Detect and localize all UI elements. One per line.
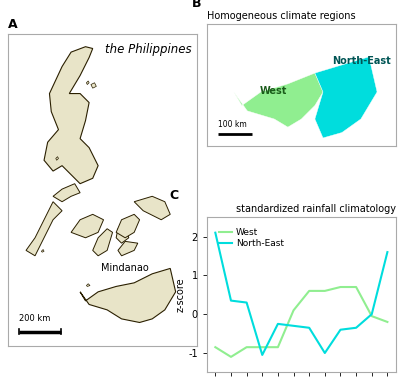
Polygon shape — [80, 268, 176, 323]
Text: A: A — [8, 18, 18, 31]
North-East — [213, 230, 218, 235]
Polygon shape — [53, 184, 80, 202]
Text: 200 km: 200 km — [19, 314, 51, 323]
North-East — [228, 298, 233, 303]
North-East — [322, 351, 327, 355]
Line: North-East: North-East — [215, 233, 387, 355]
North-East — [244, 300, 249, 305]
West — [385, 320, 390, 324]
North-East — [276, 321, 280, 326]
Polygon shape — [234, 73, 323, 127]
Y-axis label: z-score: z-score — [175, 277, 185, 312]
Polygon shape — [41, 250, 44, 252]
West — [228, 355, 233, 359]
Polygon shape — [116, 214, 140, 238]
West — [276, 345, 280, 350]
Polygon shape — [71, 214, 104, 238]
Polygon shape — [116, 225, 129, 243]
Polygon shape — [315, 57, 377, 138]
Line: West: West — [215, 287, 387, 357]
North-East — [260, 353, 265, 357]
Polygon shape — [93, 229, 112, 256]
Text: C: C — [169, 188, 178, 202]
North-East — [354, 326, 358, 330]
Polygon shape — [86, 81, 89, 85]
Text: Mindanao: Mindanao — [102, 263, 149, 273]
West — [213, 345, 218, 350]
West — [338, 285, 343, 289]
West — [307, 289, 312, 293]
West — [260, 345, 265, 350]
North-East — [291, 323, 296, 328]
Text: West: West — [259, 86, 287, 96]
Text: B: B — [192, 0, 201, 10]
North-East — [307, 326, 312, 330]
Legend: West, North-East: West, North-East — [215, 225, 288, 252]
Polygon shape — [86, 284, 90, 287]
Text: North-East: North-East — [332, 56, 391, 66]
Text: Homogeneous climate regions: Homogeneous climate regions — [207, 11, 355, 21]
West — [322, 289, 327, 293]
Polygon shape — [44, 47, 98, 184]
North-East — [338, 328, 343, 332]
West — [291, 308, 296, 313]
West — [244, 345, 249, 350]
Polygon shape — [91, 83, 96, 88]
Polygon shape — [56, 157, 58, 160]
Polygon shape — [26, 202, 62, 256]
Polygon shape — [134, 196, 170, 220]
Text: the Philippines: the Philippines — [105, 43, 192, 57]
Text: 100 km: 100 km — [218, 120, 247, 129]
Text: standardized rainfall climatology: standardized rainfall climatology — [236, 204, 396, 214]
West — [369, 314, 374, 318]
North-East — [385, 250, 390, 254]
West — [354, 285, 358, 289]
North-East — [369, 312, 374, 317]
Polygon shape — [118, 241, 138, 256]
